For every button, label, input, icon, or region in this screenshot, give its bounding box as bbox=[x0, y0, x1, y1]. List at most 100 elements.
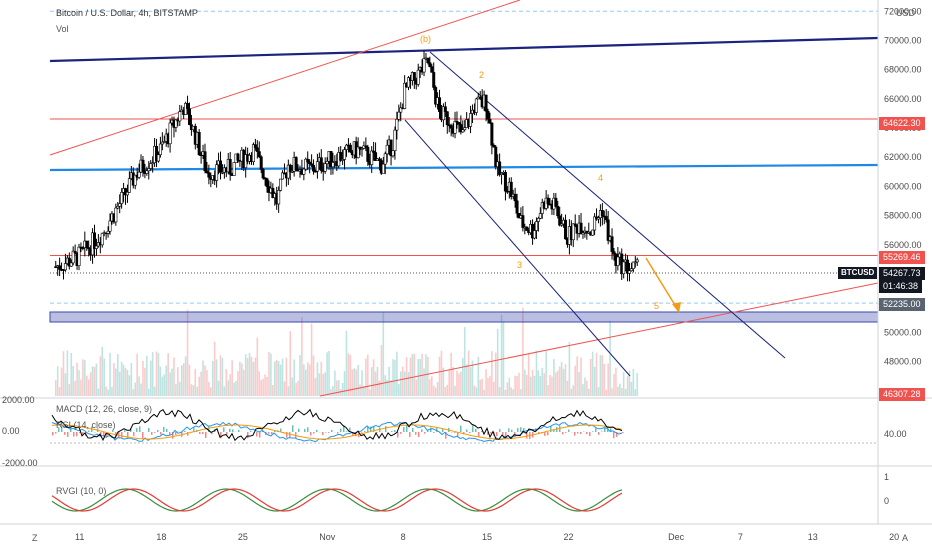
volume-bar bbox=[415, 379, 418, 396]
rvgi-signal-line bbox=[51, 488, 623, 512]
candle-body bbox=[158, 143, 162, 156]
macd-histogram-bar bbox=[229, 428, 231, 432]
volume-bar bbox=[582, 384, 584, 396]
candle-body bbox=[453, 121, 457, 134]
volume-bar bbox=[555, 372, 557, 396]
macd-histogram-bar bbox=[595, 428, 597, 432]
volume-bar bbox=[576, 356, 578, 396]
volume-bar bbox=[192, 385, 195, 396]
candle-body bbox=[461, 129, 465, 133]
macd-histogram-bar bbox=[124, 430, 126, 432]
price-tag: 54267.73 bbox=[879, 267, 925, 280]
macd-histogram-bar bbox=[502, 432, 504, 437]
macd-histogram-bar bbox=[517, 428, 519, 432]
macd-histogram-bar bbox=[73, 432, 75, 437]
candle-body bbox=[383, 153, 387, 165]
volume-bar bbox=[310, 323, 313, 396]
volume-bar bbox=[601, 355, 604, 396]
volume-bar bbox=[304, 369, 307, 396]
macd-label: MACD (12, 26, close, 9) bbox=[56, 404, 153, 414]
macd-histogram-bar bbox=[421, 429, 423, 432]
volume-bar bbox=[589, 358, 592, 396]
candle-body bbox=[377, 158, 381, 161]
candle-body bbox=[205, 170, 209, 173]
volume-bar bbox=[279, 364, 282, 396]
macd-histogram-bar bbox=[67, 432, 69, 437]
volume-bar bbox=[301, 317, 303, 396]
volume-bar bbox=[504, 389, 507, 396]
volume-bar bbox=[407, 371, 410, 396]
price-tag: 46307.28 bbox=[879, 388, 925, 401]
volume-bar bbox=[615, 367, 617, 396]
volume-bar bbox=[194, 368, 197, 396]
macd-histogram-bar bbox=[427, 430, 429, 432]
macd-histogram-bar bbox=[409, 432, 411, 438]
volume-bar bbox=[367, 354, 369, 396]
candle-body bbox=[120, 192, 124, 204]
volume-bar bbox=[460, 371, 462, 396]
y-tick-label: 60000.00 bbox=[884, 181, 922, 191]
volume-bar bbox=[332, 386, 334, 396]
volume-bar bbox=[512, 389, 514, 396]
zoom-button[interactable]: Z bbox=[32, 533, 38, 543]
candle-body bbox=[145, 170, 149, 174]
macd-histogram-bar bbox=[511, 429, 513, 432]
volume-bar bbox=[489, 376, 491, 396]
volume-bar bbox=[630, 382, 633, 396]
candle-body bbox=[310, 163, 314, 166]
auto-scale-button[interactable]: A bbox=[902, 533, 909, 543]
volume-bar bbox=[438, 356, 441, 396]
currency-label: USD bbox=[896, 8, 916, 18]
volume-bar bbox=[508, 377, 511, 396]
macd-histogram-bar bbox=[187, 432, 189, 436]
candle-body bbox=[162, 141, 166, 143]
candle-body bbox=[391, 150, 395, 157]
volume-bar bbox=[120, 361, 123, 396]
candle-body bbox=[399, 107, 403, 113]
candle-body bbox=[308, 161, 312, 165]
candle-body bbox=[147, 168, 151, 172]
rsi-line bbox=[51, 408, 623, 442]
volume-bar bbox=[378, 380, 381, 396]
volume-bar bbox=[409, 357, 412, 396]
volume-bar bbox=[266, 376, 268, 396]
volume-bar bbox=[618, 383, 621, 396]
volume-bar bbox=[423, 368, 425, 396]
volume-bar bbox=[128, 375, 131, 396]
volume-bar bbox=[262, 378, 264, 396]
macd-histogram-bar bbox=[337, 432, 339, 434]
macd-histogram-bar bbox=[466, 429, 468, 432]
candle-body bbox=[536, 218, 540, 222]
volume-bar bbox=[620, 387, 623, 396]
candle-body bbox=[364, 145, 368, 148]
volume-bar bbox=[401, 366, 404, 396]
volume-bar bbox=[163, 374, 166, 396]
candle-body bbox=[360, 148, 364, 150]
volume-bar bbox=[134, 382, 137, 396]
macd-histogram-bar bbox=[445, 432, 447, 439]
macd-histogram-bar bbox=[151, 432, 153, 435]
candle-body bbox=[251, 144, 255, 162]
candle-body bbox=[581, 232, 585, 235]
macd-histogram-bar bbox=[106, 432, 108, 437]
candle-body bbox=[426, 57, 430, 64]
volume-bar bbox=[533, 375, 536, 396]
macd-histogram-bar bbox=[232, 429, 234, 432]
macd-histogram-bar bbox=[52, 432, 54, 436]
volume-bar bbox=[506, 382, 509, 396]
volume-bar bbox=[250, 356, 253, 396]
volume-bar bbox=[308, 364, 311, 396]
macd-histogram-bar bbox=[586, 432, 588, 435]
support-band bbox=[49, 311, 879, 323]
volume-bar bbox=[355, 369, 357, 396]
volume-bar bbox=[359, 384, 361, 396]
price-tag: 64622.30 bbox=[879, 117, 925, 130]
candle-body bbox=[313, 170, 317, 173]
volume-bar bbox=[330, 389, 332, 396]
volume-bar bbox=[487, 378, 489, 396]
candle-body bbox=[395, 118, 399, 131]
candle-body bbox=[463, 127, 467, 130]
volume-bar bbox=[634, 389, 637, 396]
candle-body bbox=[279, 178, 283, 191]
